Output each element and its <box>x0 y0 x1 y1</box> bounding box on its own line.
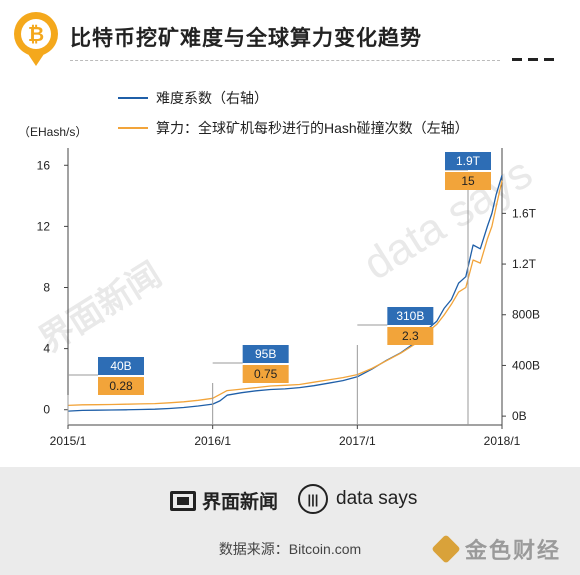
header: ₿ 比特币挖矿难度与全球算力变化趋势 <box>0 0 580 70</box>
annotation-hashrate-label: 2.3 <box>402 329 419 343</box>
annotation-difficulty-box <box>387 307 434 325</box>
title-dash <box>512 58 522 61</box>
brand-datasays: ||| data says <box>298 484 417 514</box>
annotation-hashrate-label: 0.28 <box>109 379 133 393</box>
x-axis-tick-label: 2015/1 <box>50 434 87 448</box>
annotation-difficulty-box <box>242 345 289 363</box>
footer-band <box>0 467 580 575</box>
series-line-hashrate <box>67 180 503 407</box>
annotation-hashrate-box <box>387 327 434 345</box>
annotation-difficulty-label: 1.9T <box>456 154 481 168</box>
legend-swatch-difficulty <box>118 97 148 99</box>
right-axis-tick-label: 400B <box>512 358 540 372</box>
brand-jiemian-label: 界面新闻 <box>202 492 279 513</box>
left-axis-tick-label: 8 <box>43 281 50 295</box>
legend-label-hashrate: 算力：全球矿机每秒进行的Hash碰撞次数（左轴） <box>156 120 469 136</box>
right-axis-tick-label: 1.2T <box>512 257 537 271</box>
annotation-hashrate-box <box>445 172 491 190</box>
left-axis-tick-label: 12 <box>37 219 51 233</box>
brand-datasays-label: data says <box>336 488 418 509</box>
bitcoin-badge-icon: ₿ <box>14 12 58 66</box>
data-source: 数据来源：Bitcoin.com <box>218 541 362 557</box>
bitcoin-symbol: ₿ <box>21 19 51 49</box>
legend-swatch-hashrate <box>118 127 148 129</box>
x-axis-tick-label: 2016/1 <box>194 434 231 448</box>
right-axis-tick-label: 0B <box>512 409 527 423</box>
series-line-difficulty <box>67 175 503 412</box>
legend-label-difficulty: 难度系数（右轴） <box>156 90 268 106</box>
chart-canvas: 0 4 8 12 16 0B 400B 800B 1.2T 1.6T 2015/1 2016/1 201… <box>37 148 540 448</box>
annotation-difficulty-box <box>98 357 144 375</box>
jiemian-logo-icon <box>170 490 196 511</box>
datasays-logo-icon: ||| <box>298 484 328 514</box>
brand-jiemian: 界面新闻 <box>170 487 278 514</box>
title-dash <box>544 58 554 61</box>
chart-title: 比特币挖矿难度与全球算力变化趋势 <box>70 27 422 50</box>
footer-zigzag <box>0 458 580 468</box>
corner-logo-label: 金色财经 <box>465 538 562 563</box>
annotation-hashrate-box <box>98 377 144 395</box>
left-axis-tick-label: 0 <box>43 403 50 417</box>
annotation-hashrate-label: 0.75 <box>254 367 278 381</box>
annotation-hashrate-box <box>242 365 289 383</box>
annotation-difficulty-label: 310B <box>396 309 424 323</box>
corner-logo: 金色财经 <box>431 533 562 565</box>
title-rule <box>70 60 500 61</box>
annotation-difficulty-label: 95B <box>255 347 276 361</box>
left-axis-unit: （EHash/s） <box>18 125 88 139</box>
left-axis-tick-label: 4 <box>43 342 50 356</box>
annotation-difficulty-label: 40B <box>110 359 131 373</box>
annotation-hashrate-label: 15 <box>461 174 475 188</box>
jinse-logo-icon <box>431 534 461 564</box>
right-axis-tick-label: 1.6T <box>512 206 537 220</box>
annotation-difficulty-box <box>445 152 491 170</box>
left-axis-tick-label: 16 <box>37 158 51 172</box>
right-axis-tick-label: 800B <box>512 308 540 322</box>
x-axis-tick-label: 2018/1 <box>484 434 521 448</box>
x-axis-tick-label: 2017/1 <box>339 434 376 448</box>
title-dash <box>528 58 538 61</box>
